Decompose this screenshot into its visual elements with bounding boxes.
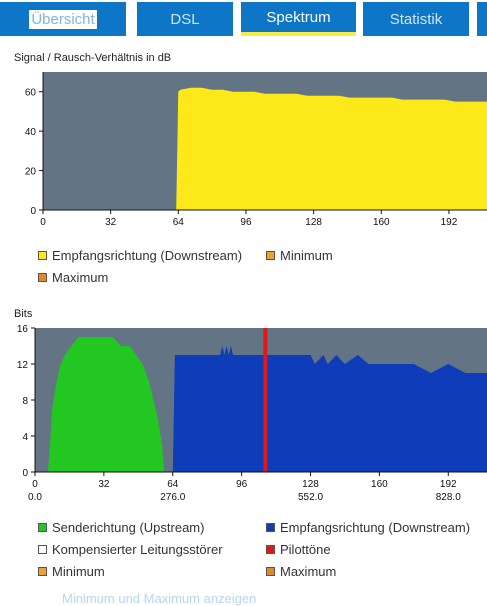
legend-swatch <box>38 567 47 576</box>
x-tick-label: 32 <box>105 217 117 228</box>
legend-label: Kompensierter Leitungsstörer <box>52 542 223 557</box>
tab-spektrum[interactable]: Spektrum <box>241 2 356 36</box>
x-tick-label: 64 <box>167 479 179 490</box>
legend-swatch <box>38 251 47 260</box>
legend-item-minimum[interactable]: Minimum <box>266 248 333 263</box>
y-tick-label: 16 <box>17 324 29 335</box>
legend-swatch <box>266 567 275 576</box>
x-tick-label-secondary: 276.0 <box>160 492 185 503</box>
legend-item-maximum[interactable]: Maximum <box>38 270 108 285</box>
tab-label: Spektrum <box>266 8 331 26</box>
y-tick-label: 0 <box>22 468 28 479</box>
legend-item-downstream-bits[interactable]: Empfangsrichtung (Downstream) <box>266 520 470 535</box>
show-min-max-link[interactable]: Minimum und Maximum anzeigen <box>62 591 257 606</box>
x-tick-label: 160 <box>371 479 388 490</box>
series-empfangsrichtung-downstream-area <box>172 346 487 472</box>
legend-item-pilot[interactable]: Pilottöne <box>266 542 331 557</box>
legend-item-downstream[interactable]: Empfangsrichtung (Downstream) <box>38 248 242 263</box>
tab-dsl[interactable]: DSL <box>137 2 233 36</box>
y-tick-label: 8 <box>22 396 28 407</box>
snr-chart: 0 20 40 60 0 32 64 96 128 160 192 <box>25 72 487 228</box>
tab-statistik[interactable]: Statistik <box>363 2 469 36</box>
legend-label: Maximum <box>280 564 337 579</box>
x-tick-label-secondary: 0.0 <box>28 492 42 503</box>
legend-label: Senderichtung (Upstream) <box>52 520 205 535</box>
legend-item-minimum-bits[interactable]: Minimum <box>38 564 105 579</box>
legend-swatch <box>38 545 47 554</box>
x-tick-label-secondary: 552.0 <box>298 492 323 503</box>
legend-label: Empfangsrichtung (Downstream) <box>280 520 471 535</box>
legend-label: Pilottöne <box>280 542 331 557</box>
tab-uebersicht[interactable]: Übersicht <box>0 2 126 36</box>
tab-overflow[interactable] <box>477 2 487 36</box>
x-tick-label: 0 <box>32 479 38 490</box>
x-tick-label: 128 <box>302 479 319 490</box>
series-empfangsrichtung-downstream-area <box>43 87 487 210</box>
y-tick-label: 60 <box>25 88 37 99</box>
legend-item-noise[interactable]: Kompensierter Leitungsstörer <box>38 542 223 557</box>
x-tick-label: 96 <box>236 479 248 490</box>
y-tick-label: 12 <box>17 360 29 371</box>
x-tick-label: 0 <box>40 217 46 228</box>
snr-chart-title: Signal / Rausch-Verhältnis in dB <box>14 52 172 64</box>
legend-swatch <box>266 545 275 554</box>
tab-label: Statistik <box>389 10 443 28</box>
series-senderichtung-upstream-area <box>47 337 165 472</box>
legend-swatch <box>38 273 47 282</box>
tab-label: DSL <box>170 10 200 28</box>
legend-label: Maximum <box>52 270 109 285</box>
x-tick-label: 160 <box>373 217 390 228</box>
legend-label: Minimum <box>52 564 105 579</box>
y-tick-label: 0 <box>30 206 36 217</box>
x-tick-label: 128 <box>305 217 322 228</box>
x-tick-label: 32 <box>98 479 110 490</box>
tab-label: Übersicht <box>29 9 97 29</box>
y-tick-label: 20 <box>25 167 37 178</box>
legend-item-upstream[interactable]: Senderichtung (Upstream) <box>38 520 204 535</box>
bits-chart-title: Bits <box>14 308 33 320</box>
legend-swatch <box>266 523 275 532</box>
x-tick-label-secondary: 828.0 <box>436 492 461 503</box>
x-tick-label: 192 <box>440 479 457 490</box>
legend-label: Empfangsrichtung (Downstream) <box>52 248 243 263</box>
tab-bar: Übersicht DSL Spektrum Statistik <box>0 0 487 44</box>
x-tick-label: 192 <box>441 217 458 228</box>
y-tick-label: 40 <box>25 127 37 138</box>
legend-swatch <box>38 523 47 532</box>
legend-swatch <box>266 251 275 260</box>
legend-label: Minimum <box>280 248 333 263</box>
legend-item-maximum-bits[interactable]: Maximum <box>266 564 336 579</box>
x-tick-label: 64 <box>173 217 185 228</box>
x-tick-label: 96 <box>240 217 252 228</box>
y-tick-label: 4 <box>22 432 28 443</box>
